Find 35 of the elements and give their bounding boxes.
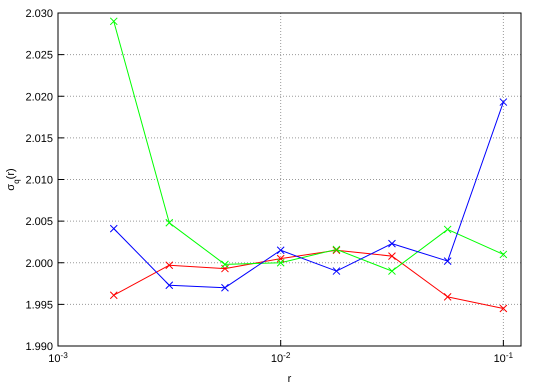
x-tick-label: 10$^{-3}$	[48, 350, 68, 365]
y-tick-label: 2.010	[25, 174, 53, 186]
x-tick-label: 10$^{-1}$	[494, 350, 514, 365]
y-tick-label: 2.030	[25, 8, 53, 20]
x-tick-label: 10$^{-2}$	[270, 350, 291, 365]
point	[444, 225, 452, 234]
y-tick-label: 2.005	[25, 216, 53, 228]
point	[165, 218, 174, 227]
point	[388, 267, 396, 276]
point	[165, 281, 174, 290]
point	[444, 292, 452, 301]
point	[220, 260, 229, 268]
point	[444, 257, 452, 266]
y-tick-label: 2.015	[25, 132, 53, 145]
y-tick-label: 1.990	[25, 341, 53, 353]
point	[388, 240, 396, 248]
point	[110, 17, 118, 26]
point	[165, 261, 174, 270]
point	[220, 284, 229, 292]
y-tick-label: 1.995	[25, 299, 53, 312]
point	[332, 267, 340, 276]
point	[388, 252, 396, 260]
y-tick-label: 2.025	[25, 50, 53, 62]
y-tick-label: 2.000	[25, 258, 53, 270]
point	[110, 224, 118, 233]
point	[110, 291, 118, 300]
point	[276, 246, 285, 254]
y-tick-label: 2.020	[25, 91, 53, 104]
point	[276, 258, 285, 267]
point	[276, 254, 285, 263]
point	[220, 264, 229, 273]
point	[499, 250, 508, 258]
point	[499, 98, 508, 106]
point	[499, 304, 508, 313]
x-axis-title: r	[288, 373, 292, 382]
